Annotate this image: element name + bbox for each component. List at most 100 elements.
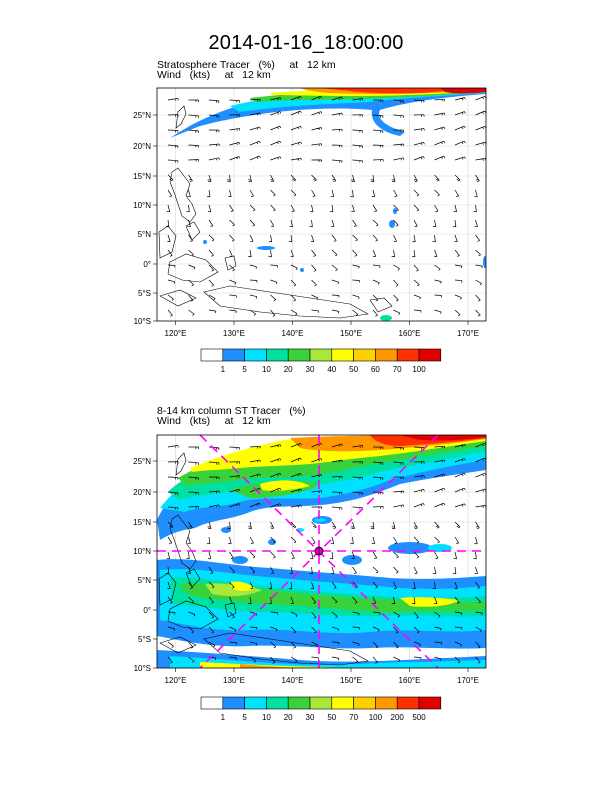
wind-barb xyxy=(413,174,418,182)
wind-barb xyxy=(331,475,343,479)
wind-barb xyxy=(188,596,194,604)
colorbar-swatch xyxy=(200,696,224,710)
wind-barb xyxy=(229,641,237,645)
wind-barb xyxy=(270,219,275,227)
wind-barb xyxy=(270,521,275,529)
wind-barb xyxy=(270,309,276,317)
lat-label: 10°S xyxy=(134,317,151,326)
wind-barb xyxy=(167,114,179,117)
colorbar-label: 500 xyxy=(412,713,426,722)
wind-barb xyxy=(413,626,420,634)
colorbar-label: 20 xyxy=(284,713,293,722)
wind-barb xyxy=(290,521,297,529)
wind-barb xyxy=(352,641,360,647)
wind-barb xyxy=(412,234,416,243)
wind-barb xyxy=(311,127,323,131)
wind-barb xyxy=(311,490,323,494)
wind-barb xyxy=(167,445,179,448)
wind-barb xyxy=(249,126,261,131)
colorbar-swatch xyxy=(287,348,311,362)
wind-barb xyxy=(350,189,354,198)
wind-barb xyxy=(475,656,481,664)
wind-barb xyxy=(454,264,463,269)
wind-barb xyxy=(207,521,212,530)
wind-barb xyxy=(270,279,278,285)
wind-barb xyxy=(249,279,258,283)
colorbar-swatch xyxy=(222,348,245,362)
wind-barb xyxy=(229,204,234,212)
wind-barb xyxy=(311,174,317,182)
wind-barb xyxy=(229,142,241,146)
wind-barb xyxy=(188,491,199,495)
wind-barb xyxy=(188,129,199,133)
colorbar-swatch xyxy=(309,348,333,362)
wind-barb xyxy=(167,596,173,604)
wind-barb xyxy=(208,641,216,648)
wind-barb xyxy=(372,461,384,465)
wind-barb xyxy=(248,174,252,183)
wind-barb xyxy=(206,536,211,545)
wind-barb xyxy=(249,234,254,242)
wind-barb xyxy=(329,551,334,560)
wind-barb xyxy=(434,487,446,493)
wind-barb xyxy=(249,626,258,630)
wind-barb xyxy=(372,506,384,509)
colorbar-swatch xyxy=(244,696,267,710)
wind-barb xyxy=(167,611,176,615)
panel2-axis-ticks xyxy=(153,460,469,672)
wind-barb xyxy=(413,641,421,647)
wind-barb xyxy=(309,219,313,228)
wind-barb xyxy=(370,174,375,183)
wind-barb xyxy=(434,294,442,298)
wind-barb xyxy=(393,566,399,574)
lon-label: 160°E xyxy=(399,676,421,685)
wind-barb xyxy=(475,174,480,182)
lat-label: 5°N xyxy=(138,576,152,585)
wind-barb xyxy=(412,581,416,590)
wind-barb xyxy=(372,596,377,604)
wind-barb xyxy=(249,473,261,478)
wind-barb xyxy=(391,249,396,258)
wind-barb xyxy=(167,174,174,182)
wind-barb xyxy=(393,204,399,212)
wind-barb xyxy=(413,461,425,464)
panel1-tracer-field xyxy=(170,88,486,321)
wind-barb xyxy=(270,626,278,632)
wind-barb xyxy=(207,204,212,213)
wind-barb xyxy=(434,189,440,197)
wind-barb xyxy=(372,446,384,450)
colorbar-label: 30 xyxy=(306,713,315,722)
wind-barb xyxy=(352,279,360,283)
wind-barb xyxy=(270,264,278,268)
wind-barb xyxy=(454,156,466,161)
wind-barb xyxy=(434,126,446,131)
colorbar-label: 200 xyxy=(391,713,405,722)
wind-barb xyxy=(311,536,316,544)
wind-barb xyxy=(331,234,337,242)
wind-barb xyxy=(270,204,276,212)
colorbar-swatch xyxy=(309,696,333,710)
wind-barb xyxy=(167,521,174,529)
panel1-map: 120°E 130°E 140°E 150°E 160°E 170°E 25°N… xyxy=(133,87,487,374)
wind-barb xyxy=(413,521,418,529)
lon-label: 160°E xyxy=(399,329,421,338)
lat-label: 10°N xyxy=(133,201,151,210)
wind-barb xyxy=(311,506,322,509)
wind-barb xyxy=(432,566,437,575)
wind-barb xyxy=(413,114,425,117)
wind-barb xyxy=(331,174,337,182)
wind-barb xyxy=(229,249,233,257)
wind-barb xyxy=(208,490,220,494)
colorbar-label: 100 xyxy=(369,713,383,722)
wind-barb xyxy=(311,111,323,116)
wind-barb xyxy=(249,264,258,269)
wind-barb xyxy=(188,581,193,589)
wind-barb xyxy=(352,611,360,616)
wind-barb xyxy=(249,656,256,663)
wind-barb xyxy=(434,459,446,463)
wind-barb xyxy=(167,626,176,631)
wind-barb xyxy=(290,279,297,287)
wind-barb xyxy=(167,461,179,464)
wind-barb xyxy=(311,626,317,634)
wind-barb xyxy=(434,155,446,161)
